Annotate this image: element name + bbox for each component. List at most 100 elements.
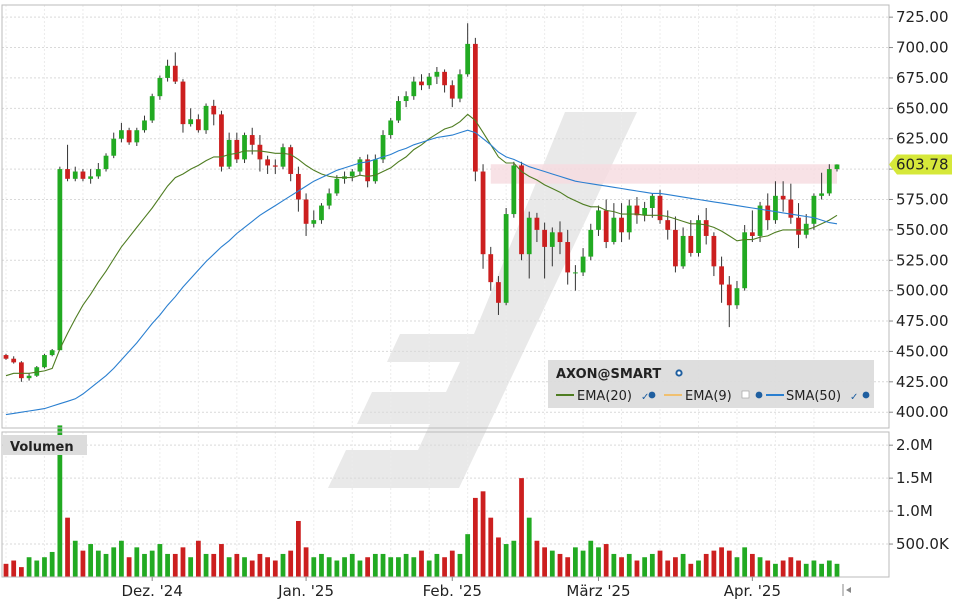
candle [180, 79, 186, 133]
volume-bar [311, 557, 317, 577]
volume-bar [519, 478, 524, 577]
candle-body [219, 114, 224, 167]
candle-body [326, 193, 332, 206]
candle [19, 361, 24, 382]
volume-bar [34, 560, 40, 577]
candle [765, 193, 771, 230]
candle-body [465, 43, 471, 75]
legend-label-ema9: EMA(9) [685, 389, 732, 404]
candle-body [388, 120, 394, 136]
candle [603, 199, 609, 249]
volume-bar [26, 557, 32, 577]
y-tick-label: 700.00 [896, 39, 949, 57]
volume-bar [649, 553, 655, 577]
visibility-check-icon[interactable]: ✓ [850, 392, 858, 403]
legend-item-sma50[interactable]: SMA(50) ✓ [766, 389, 870, 404]
volume-bar [126, 557, 132, 577]
candle [465, 23, 471, 77]
candle [165, 59, 170, 82]
volume-bar [219, 544, 224, 577]
candle [542, 222, 547, 279]
volume-bar [288, 550, 294, 577]
candle [826, 164, 832, 196]
candle-body [488, 254, 494, 283]
candle [26, 373, 32, 381]
candle-body [126, 130, 132, 143]
volume-bar [88, 544, 94, 577]
candle-body [619, 217, 624, 233]
volume-bar [665, 560, 671, 577]
candle-body [719, 266, 724, 285]
candle [549, 227, 555, 267]
candle [611, 203, 617, 245]
candle [626, 199, 632, 240]
legend-background [548, 360, 874, 408]
legend-item-ema20[interactable]: EMA(20) ✓ [556, 389, 656, 404]
volume-bar [680, 553, 686, 577]
last-price-label: 603.78 [889, 154, 952, 175]
symbol-settings-icon[interactable] [675, 369, 683, 377]
candle [819, 172, 824, 200]
volume-bar [688, 563, 694, 577]
candle [488, 246, 494, 291]
candle-body [526, 217, 532, 255]
candle [457, 69, 463, 103]
candle [157, 75, 163, 100]
candle-body [157, 77, 163, 97]
y-tick-label: 725.00 [896, 8, 949, 26]
y-tick-label: 525.00 [896, 251, 949, 269]
candle-body [296, 173, 301, 200]
volume-bar [326, 557, 332, 577]
candle [349, 169, 355, 182]
volume-bar [296, 520, 301, 577]
volume-bar [819, 563, 824, 577]
settings-icon[interactable] [648, 391, 656, 399]
candle [573, 265, 578, 291]
candle-body [480, 171, 486, 255]
candle-body [742, 232, 748, 289]
candle-body [588, 229, 594, 257]
volume-bar [765, 560, 771, 577]
candle-body [180, 81, 186, 125]
visibility-checkbox-icon[interactable] [741, 390, 750, 399]
candle-body [773, 195, 778, 221]
candle-body [311, 220, 317, 224]
candle-body [673, 229, 678, 267]
volume-bar [95, 550, 101, 577]
visibility-check-icon[interactable]: ✓ [641, 392, 649, 403]
candle-body [442, 71, 447, 86]
candle [719, 256, 724, 303]
candle [657, 189, 663, 224]
candle [749, 210, 755, 243]
volume-bar [503, 544, 509, 577]
settings-icon[interactable] [755, 391, 763, 399]
candle [580, 248, 586, 277]
legend-item-ema9[interactable]: EMA(9) [664, 389, 763, 404]
candle-body [580, 256, 586, 273]
grid [2, 5, 889, 577]
scroll-right-icon[interactable] [842, 584, 851, 596]
candle-body [557, 232, 563, 243]
volume-bar [57, 425, 63, 577]
candle-body [565, 242, 571, 273]
last-price-label-bg [889, 154, 952, 175]
volume-bar [657, 550, 663, 577]
volume-bar [165, 553, 170, 577]
settings-icon[interactable] [862, 391, 870, 399]
candle-body [134, 130, 140, 143]
candle-body [642, 207, 648, 216]
legend-box[interactable]: AXON@SMART EMA(20) ✓ EMA(9) SMA(50) ✓ [548, 360, 874, 408]
volume-bar [734, 557, 740, 577]
candle-body [195, 119, 201, 131]
volume-bar [280, 553, 286, 577]
candle-body [511, 165, 517, 215]
candle [757, 201, 763, 243]
candle-body [88, 176, 94, 179]
candle [172, 52, 178, 85]
y-tick-label: 425.00 [896, 373, 949, 391]
volume-bar [134, 547, 140, 577]
volume-bar [234, 553, 240, 577]
volume-bar [180, 547, 186, 577]
candle [388, 118, 394, 139]
